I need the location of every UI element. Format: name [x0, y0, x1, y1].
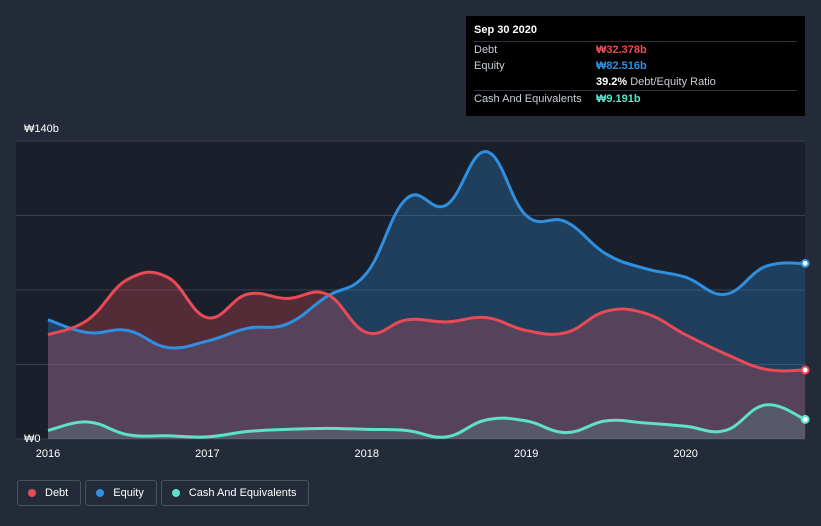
- y-tick-label: ₩140b: [24, 123, 59, 135]
- tooltip-panel: Sep 30 2020 Debt ₩32.378b Equity ₩82.516…: [466, 16, 805, 116]
- tooltip-label: Equity: [474, 60, 505, 72]
- equity-area: [48, 151, 806, 439]
- cash-and-equivalents-line: [47, 403, 806, 439]
- cash-and-equivalents-area: [48, 404, 806, 439]
- legend-label: Cash And Equivalents: [188, 487, 297, 499]
- legend-dot-icon: [96, 489, 105, 497]
- tooltip-value: 39.2%: [596, 76, 628, 88]
- tooltip-value: ₩9.191b: [596, 93, 641, 105]
- tooltip-value: ₩82.516b: [596, 60, 647, 72]
- equity-line: [47, 150, 806, 350]
- legend-label: Equity: [113, 487, 144, 499]
- tooltip-label: Cash And Equivalents: [474, 93, 582, 105]
- tooltip-value: ₩32.378b: [596, 44, 647, 56]
- legend-dot-icon: [28, 489, 36, 497]
- tooltip-label: [474, 74, 596, 90]
- x-tick-label: 2018: [355, 448, 379, 460]
- x-tick-label: 2020: [673, 448, 697, 460]
- legend-item-cash[interactable]: Cash And Equivalents: [160, 480, 310, 506]
- tooltip-row-equity: Equity ₩82.516b: [474, 58, 797, 74]
- tooltip-date: Sep 30 2020: [474, 24, 537, 36]
- legend-item-debt[interactable]: Debt: [17, 480, 82, 506]
- legend-label: Debt: [45, 487, 69, 499]
- tooltip-extra: Debt/Equity Ratio: [630, 76, 716, 88]
- legend-item-equity[interactable]: Equity: [85, 480, 157, 506]
- debt-endpoint: [800, 365, 810, 375]
- tooltip-label: Debt: [474, 44, 498, 56]
- y-tick-label: ₩0: [24, 433, 41, 445]
- debt-line: [47, 270, 806, 373]
- tooltip-row-debt: Debt ₩32.378b: [474, 41, 797, 58]
- legend-dot-icon: [171, 489, 180, 497]
- x-tick-label: 2016: [36, 448, 60, 460]
- chart-legend: Debt Equity Cash And Equivalents: [17, 480, 313, 506]
- tooltip-row-cash: Cash And Equivalents ₩9.191b: [474, 90, 797, 107]
- equity-endpoint: [800, 258, 810, 268]
- tooltip-row-ratio: 39.2% Debt/Equity Ratio: [474, 74, 797, 90]
- x-tick-label: 2017: [195, 448, 219, 460]
- x-tick-label: 2019: [514, 448, 538, 460]
- cash-and-equivalents-endpoint: [800, 414, 810, 424]
- debt-area: [48, 272, 806, 439]
